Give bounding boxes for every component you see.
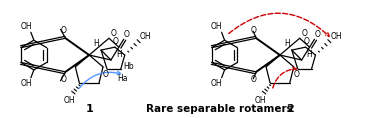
Text: H: H [116,50,122,59]
Text: H: H [93,39,99,48]
Text: O: O [314,30,321,39]
Text: OH: OH [20,79,32,88]
Text: OH: OH [20,22,32,31]
Text: Ha: Ha [118,74,128,83]
Text: 1: 1 [85,104,93,114]
Text: O: O [124,30,130,39]
Text: OH: OH [64,96,75,105]
Text: OH: OH [140,32,151,41]
Text: OH: OH [211,22,223,31]
Text: O: O [103,70,109,79]
Text: O: O [60,75,67,84]
Text: O: O [304,37,310,46]
Text: 2: 2 [286,104,294,114]
Text: O: O [250,75,256,84]
Text: H: H [307,50,313,59]
Text: O: O [60,26,67,35]
Text: O: O [294,70,300,79]
Text: O: O [302,29,308,38]
Text: O: O [111,29,117,38]
Text: OH: OH [211,79,223,88]
Text: OH: OH [330,32,342,41]
Text: Hb: Hb [123,62,134,71]
Text: O: O [113,37,119,46]
Text: H: H [284,39,290,48]
Text: Rare separable rotamers: Rare separable rotamers [146,104,293,114]
Text: O: O [250,26,256,35]
Text: OH: OH [254,96,266,105]
